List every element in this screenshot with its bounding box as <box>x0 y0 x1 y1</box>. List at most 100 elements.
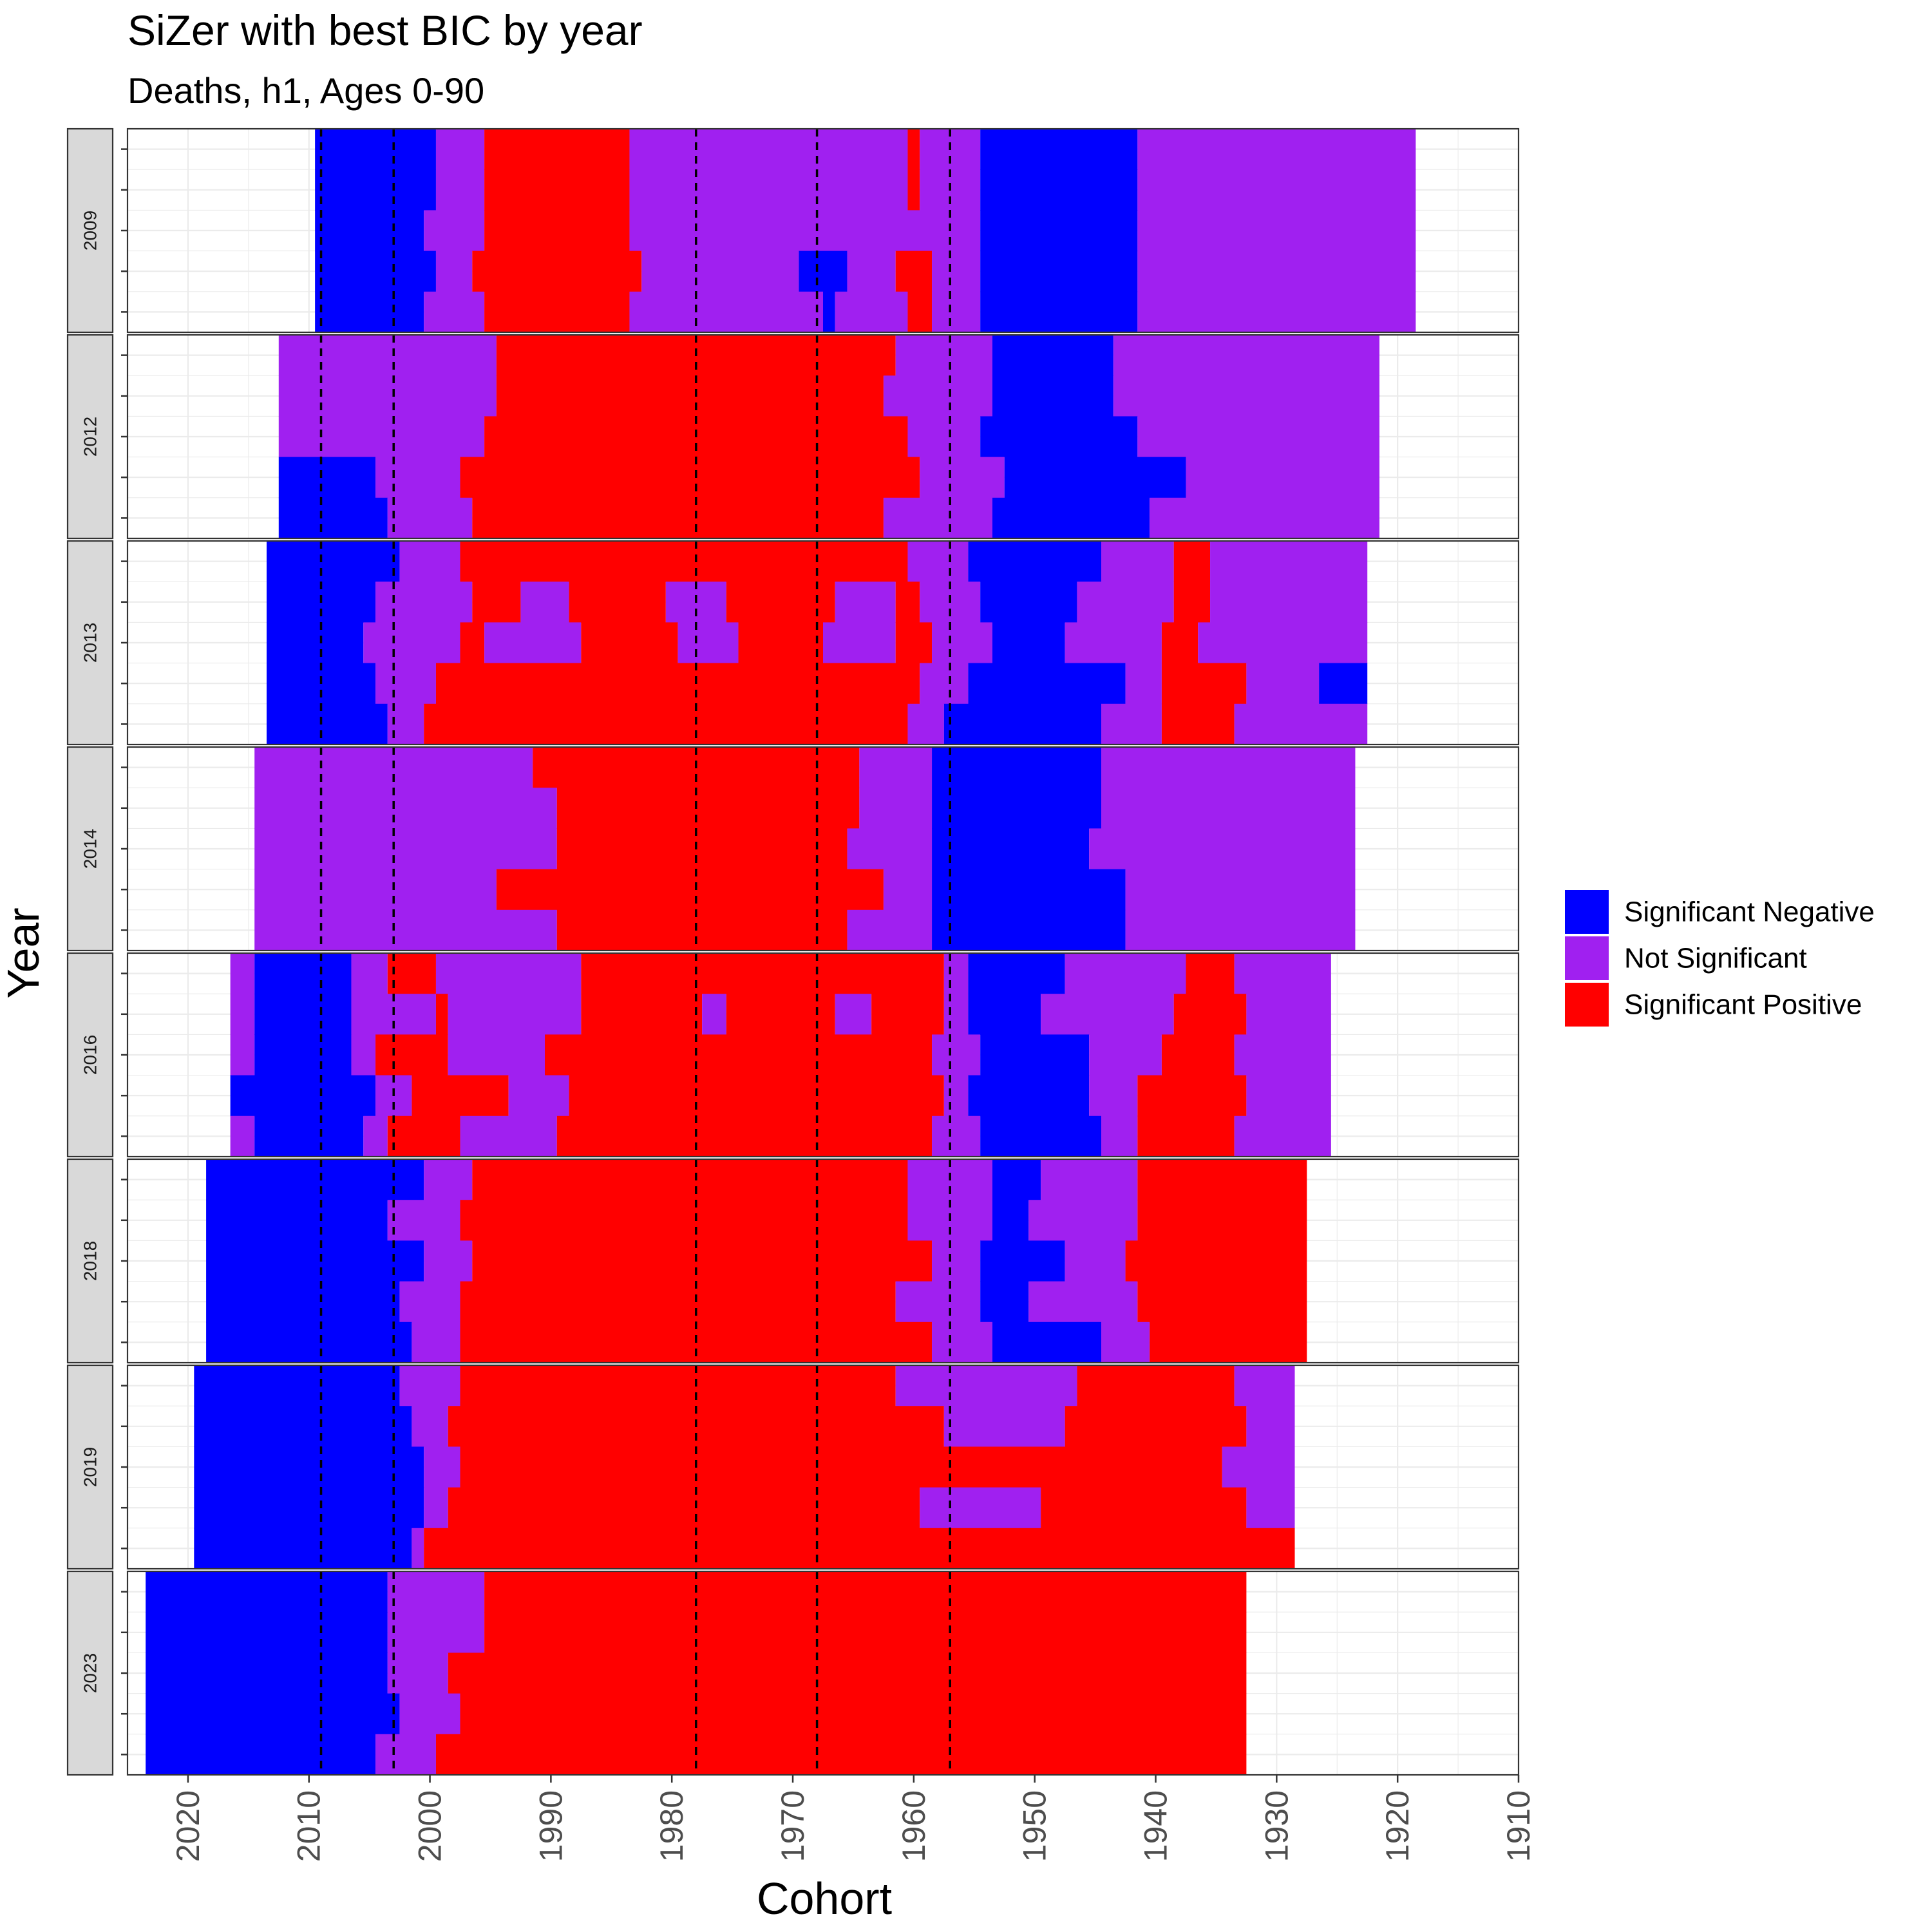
sizer-tile-pos <box>448 1653 1247 1694</box>
sizer-tile-pos <box>581 953 944 994</box>
sizer-tile-neg <box>267 622 364 664</box>
panel-border <box>126 334 1520 540</box>
sizer-tile-ns <box>1089 1075 1138 1117</box>
panel-border <box>126 1570 1520 1776</box>
sizer-tile-neg <box>254 953 352 994</box>
sizer-tile-pos <box>472 1159 908 1200</box>
sizer-tile-ns <box>1137 169 1416 211</box>
sizer-tile-ns <box>387 1200 460 1241</box>
sizer-tile-neg <box>992 1321 1101 1363</box>
sizer-tile-ns <box>835 994 872 1035</box>
sizer-tile-pos <box>726 994 835 1035</box>
panel-2019: 2019 <box>66 1364 1520 1570</box>
sizer-tile-pos <box>472 251 642 292</box>
legend: Significant Negative Not Significant Signi… <box>1565 890 1875 1027</box>
legend-key-ns <box>1565 936 1609 980</box>
sizer-tile-ns <box>895 1365 1077 1406</box>
sizer-tile-ns <box>508 1075 569 1117</box>
facet-strip <box>66 1570 114 1776</box>
sizer-tile-ns <box>230 994 255 1035</box>
sizer-tile-neg <box>194 1528 412 1569</box>
sizer-tile-neg <box>980 1115 1101 1157</box>
sizer-tile-pos <box>448 1487 920 1529</box>
sizer-tile-ns <box>932 291 981 333</box>
sizer-tile-neg <box>980 210 1138 252</box>
sizer-tile-pos <box>472 1240 933 1282</box>
facet-strip-label: 2012 <box>80 417 100 457</box>
sizer-tile-neg <box>992 622 1065 664</box>
legend-label: Not Significant <box>1624 943 1807 974</box>
sizer-tile-ns <box>920 457 1005 498</box>
sizer-tile-ns <box>847 251 896 292</box>
sizer-tile-neg <box>146 1612 388 1653</box>
sizer-tile-ns <box>1150 497 1379 539</box>
x-axis: 2020 2010 2000 1990 1980 1970 1960 1950 1940 1930… <box>170 1775 1537 1862</box>
sizer-tile-ns <box>1065 1240 1126 1282</box>
sizer-tile-neg <box>968 953 1065 994</box>
facet-strip-label: 2018 <box>80 1241 100 1281</box>
sizer-tile-ns <box>1137 129 1416 170</box>
sizer-tile-ns <box>254 828 557 870</box>
sizer-tile-pos <box>1077 1365 1235 1406</box>
sizer-tile-pos <box>460 622 485 664</box>
sizer-tile-ns <box>435 169 485 211</box>
sizer-tile-pos <box>738 622 823 664</box>
panel-border <box>126 952 1520 1158</box>
sizer-tile-ns <box>254 869 497 911</box>
sizer-tile-pos <box>472 582 521 623</box>
sizer-tile-neg <box>980 291 1138 333</box>
facet-strip <box>66 1158 114 1364</box>
panel-border <box>126 128 1520 334</box>
sizer-tile-pos <box>460 1365 896 1406</box>
sizer-tile-ns <box>1028 1281 1138 1323</box>
sizer-tile-ns <box>254 909 557 951</box>
sizer-tile-ns <box>895 335 992 376</box>
sizer-tile-ns <box>1234 1365 1295 1406</box>
sizer-tile-neg <box>980 169 1138 211</box>
sizer-tile-neg <box>315 210 424 252</box>
sizer-tile-pos <box>435 663 920 705</box>
sizer-tile-ns <box>1210 541 1368 582</box>
sizer-tile-neg <box>968 541 1101 582</box>
sizer-tile-ns <box>1137 416 1379 458</box>
sizer-tile-pos <box>1173 582 1211 623</box>
sizer-tile-ns <box>943 994 969 1035</box>
sizer-tile-ns <box>435 953 582 994</box>
sizer-tile-ns <box>484 622 582 664</box>
sizer-tile-ns <box>629 210 981 252</box>
sizer-tile-neg <box>932 788 1101 829</box>
sizer-tile-ns <box>424 1159 473 1200</box>
sizer-tile-pos <box>435 994 448 1035</box>
facet-strip-label: 2023 <box>80 1653 100 1693</box>
sizer-tile-neg <box>267 703 388 745</box>
sizer-tile-ns <box>278 416 485 458</box>
panel-2013: 2013 <box>66 540 1520 746</box>
sizer-tile-pos <box>581 994 703 1035</box>
sizer-tile-neg <box>206 1240 424 1282</box>
sizer-tile-pos <box>1161 663 1247 705</box>
facet-strip <box>66 1364 114 1570</box>
sizer-tile-pos <box>581 622 678 664</box>
sizer-tile-neg <box>230 1075 376 1117</box>
sizer-tile-ns <box>847 909 933 951</box>
sizer-tile-ns <box>448 1034 545 1076</box>
sizer-tile-neg <box>932 747 1101 788</box>
facet-strip-label: 2016 <box>80 1035 100 1075</box>
sizer-tile-ns <box>907 541 969 582</box>
sizer-tile-neg <box>254 1115 364 1157</box>
panel-border <box>126 1364 1520 1570</box>
panel-border <box>126 746 1520 952</box>
sizer-tile-ns <box>920 1487 1041 1529</box>
sizer-tile-ns <box>677 622 739 664</box>
sizer-tile-ns <box>932 1115 981 1157</box>
sizer-tile-ns <box>351 953 388 994</box>
sizer-tile-pos <box>484 1571 1247 1613</box>
x-tick-label: 1990 <box>533 1790 569 1862</box>
sizer-tile-ns <box>424 1240 473 1282</box>
sizer-tile-pos <box>895 582 920 623</box>
sizer-tile-neg <box>823 291 835 333</box>
sizer-tile-neg <box>315 291 424 333</box>
sizer-tile-ns <box>1101 703 1162 745</box>
sizer-tile-neg <box>932 909 1126 951</box>
sizer-tile-neg <box>932 828 1090 870</box>
